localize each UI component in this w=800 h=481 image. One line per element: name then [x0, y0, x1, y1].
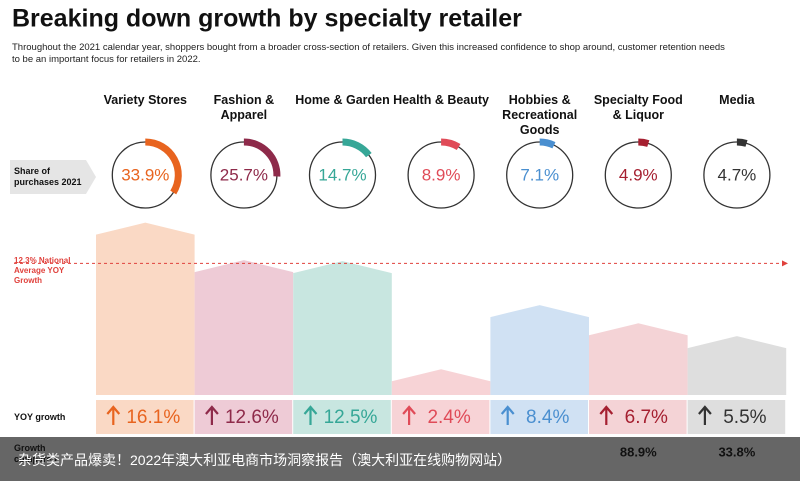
- share-arc: [243, 138, 281, 177]
- share-label: 4.9%: [619, 165, 658, 184]
- category-label: Specialty Food & Liquor: [593, 93, 683, 122]
- up-arrow: [402, 405, 416, 425]
- reference-label: 12.3% National Average YOY Growth: [14, 256, 71, 285]
- bar: [194, 260, 294, 395]
- bar: [687, 336, 787, 395]
- bar: [293, 261, 392, 395]
- growth-label: 2.4%: [427, 407, 470, 428]
- share-label: 4.7%: [718, 165, 757, 184]
- category-label: Hobbies & Recreational Goods: [502, 93, 578, 137]
- up-arrow: [599, 405, 614, 425]
- title: Breaking down growth by specialty retail…: [12, 5, 522, 33]
- compare-label: 33.8%: [718, 444, 755, 459]
- share-arc: [145, 138, 182, 195]
- row-tag-arrow: [86, 160, 96, 194]
- bar: [391, 369, 491, 395]
- share-arc: [736, 138, 748, 147]
- up-arrow: [303, 405, 318, 425]
- share-label: 8.9%: [422, 165, 461, 184]
- growth-label: 5.5%: [723, 407, 766, 428]
- growth-label: 12.6%: [225, 407, 279, 428]
- up-arrow: [106, 405, 121, 425]
- bar: [490, 305, 589, 395]
- growth-label: 8.4%: [526, 407, 569, 428]
- share-label: 25.7%: [220, 165, 268, 184]
- share-arc: [539, 138, 556, 149]
- up-arrow: [500, 405, 515, 425]
- growth-label: 6.7%: [625, 407, 668, 428]
- up-arrow: [205, 405, 219, 425]
- bar: [96, 222, 195, 395]
- share-arc: [638, 138, 650, 147]
- row-label: Growth compared: [14, 443, 58, 464]
- caption: 杂货类产品爆卖！2022年澳大利亚电商市场洞察报告（澳大利亚在线购物网站）: [18, 452, 512, 468]
- share-label: 33.9%: [121, 165, 169, 184]
- compare-label: 88.9%: [620, 444, 657, 459]
- row-tag: [10, 160, 86, 194]
- growth-label: 12.5%: [324, 407, 378, 428]
- up-arrow: [698, 405, 712, 425]
- caption-band: [0, 437, 800, 481]
- category-label: Health & Beauty: [393, 93, 490, 107]
- row-label: YOY growth: [14, 412, 66, 422]
- share-label: 7.1%: [520, 165, 559, 184]
- subtitle: Throughout the 2021 calendar year, shopp…: [12, 42, 725, 65]
- share-arc: [440, 138, 461, 151]
- bar: [589, 323, 688, 395]
- growth-label: 16.1%: [126, 407, 180, 428]
- category-label: Home & Garden: [295, 93, 390, 107]
- category-label: Fashion & Apparel: [213, 93, 275, 122]
- category-label: Variety Stores: [103, 93, 187, 107]
- category-label: Media: [719, 93, 755, 107]
- reference-arrow: [782, 260, 788, 267]
- row-label: Share of purchases 2021: [14, 166, 82, 187]
- share-arc: [342, 138, 372, 158]
- share-label: 14.7%: [318, 165, 366, 184]
